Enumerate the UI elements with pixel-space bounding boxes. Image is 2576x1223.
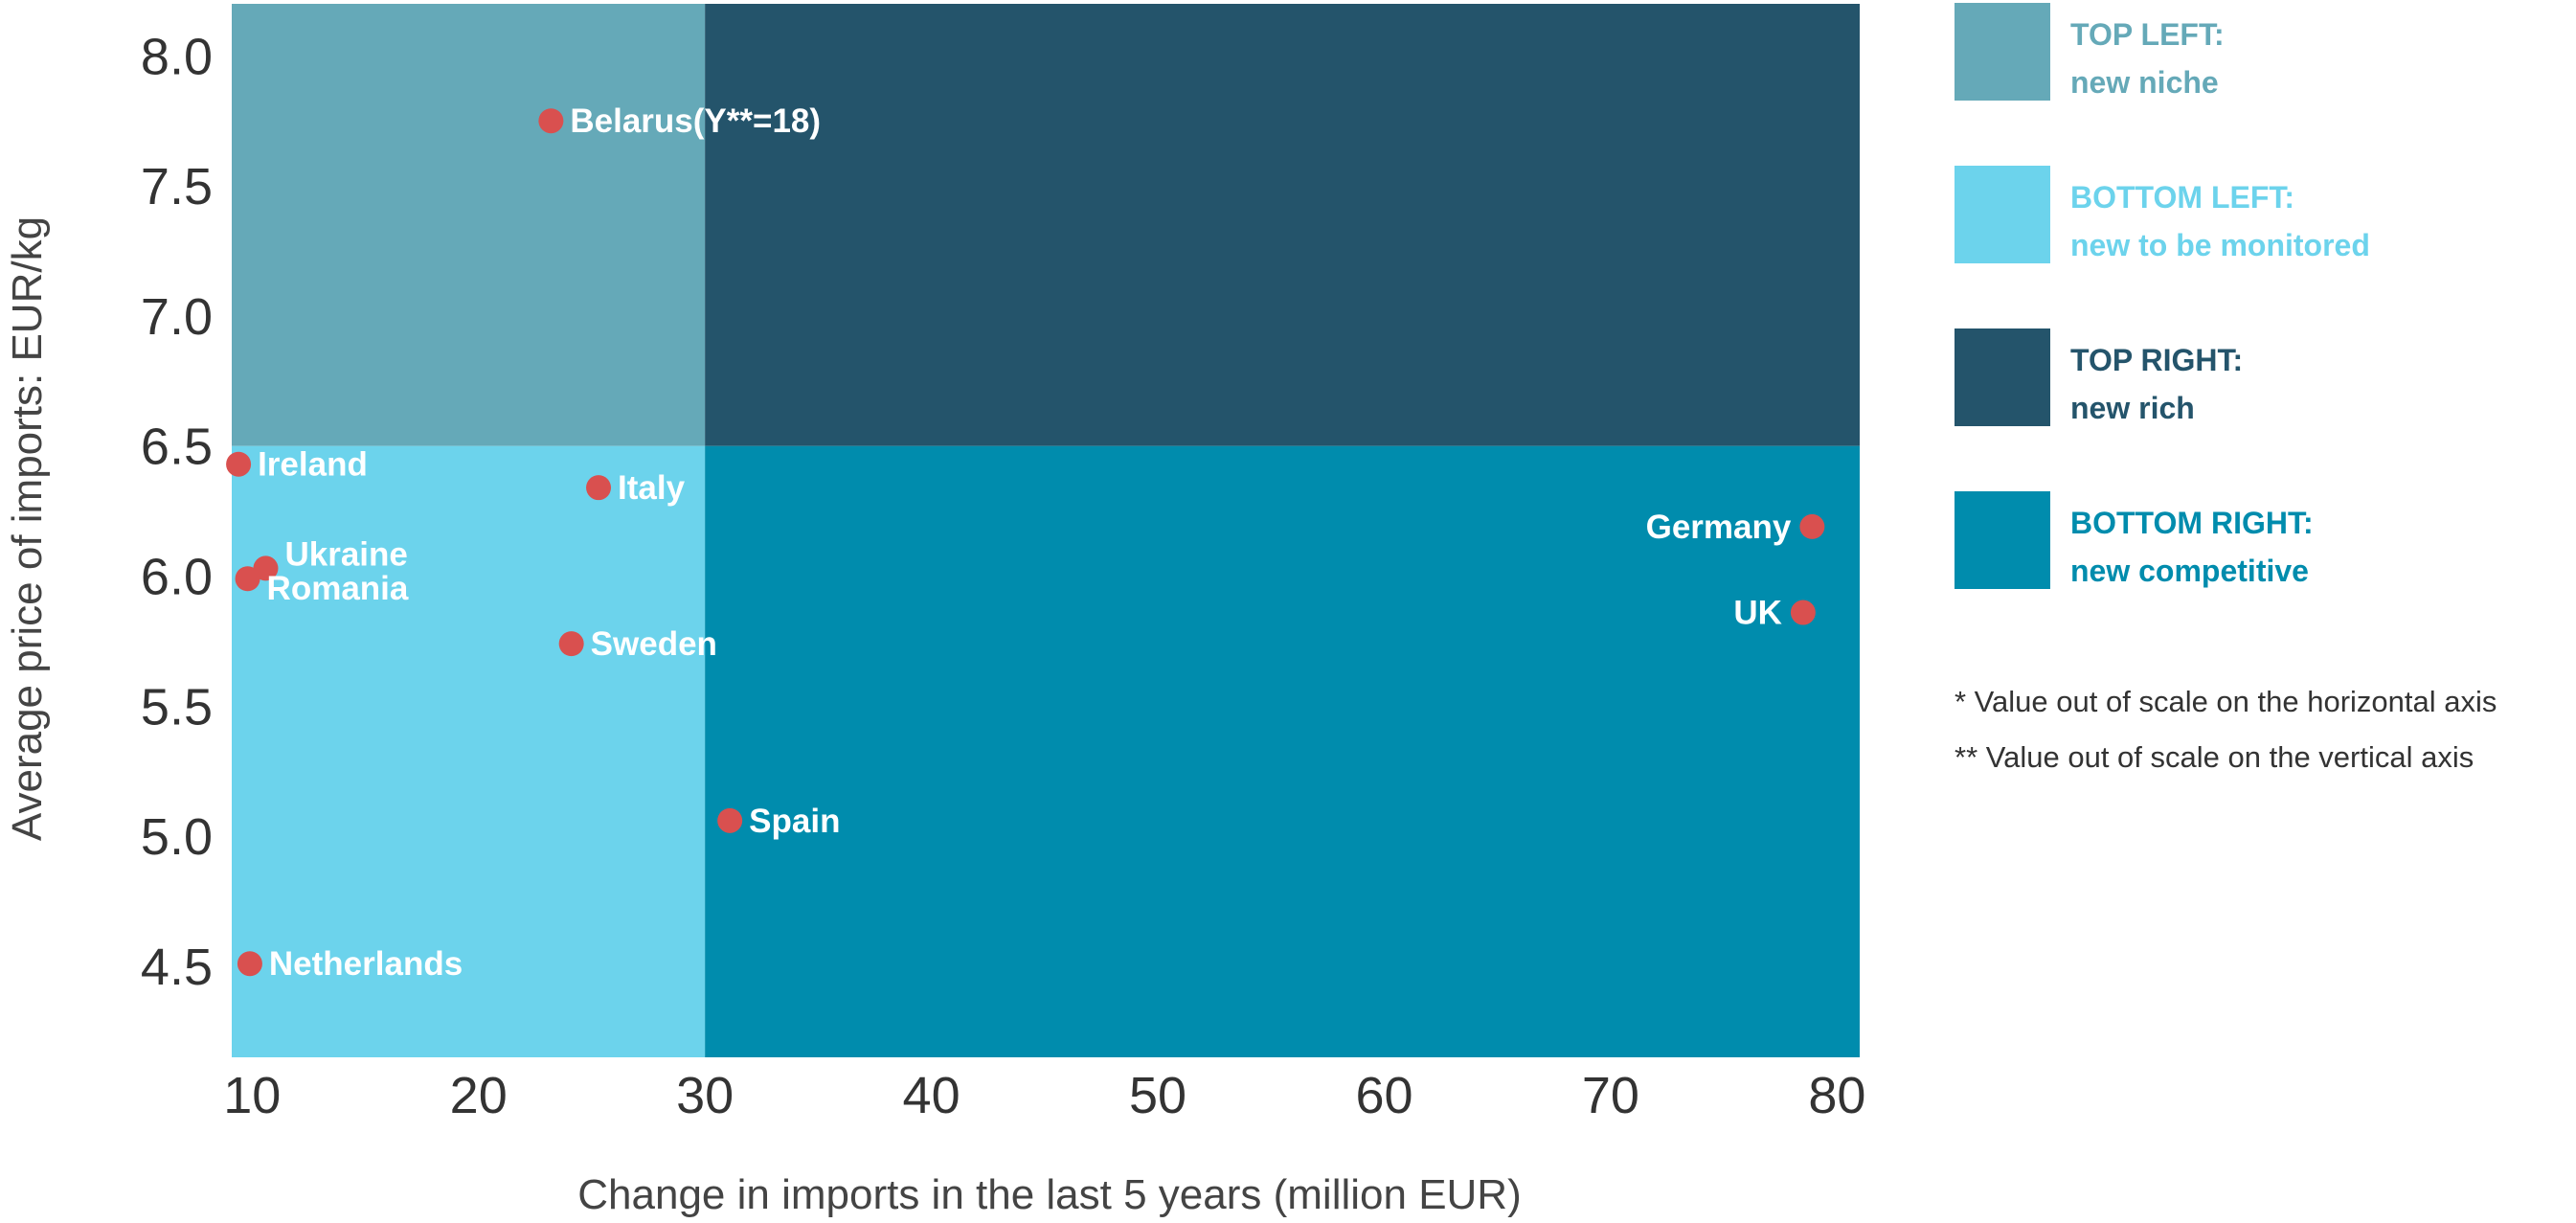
quadrant-bottom-right	[705, 445, 1860, 1057]
chart: 10 20 30 40 50 60 70 80 4.5 5.0 5.5 6.0 6.5 7.0 7.5 8.…	[4, 4, 1865, 1218]
x-tick-label: 60	[1355, 1067, 1412, 1124]
data-point: Ireland	[226, 446, 368, 484]
y-tick-label: 7.0	[141, 288, 213, 346]
x-tick-label: 40	[903, 1067, 960, 1124]
data-points: Belarus(Y**=18) Ireland Italy UkraineRomani…	[226, 102, 1825, 983]
point-label: Germany	[1646, 509, 1792, 546]
quadrant-top-left	[232, 4, 706, 446]
y-tick-label: 6.5	[141, 419, 213, 476]
legend-text-top-right: TOP RIGHT: new rich	[2070, 336, 2243, 432]
y-tick-label: 7.5	[141, 158, 213, 215]
y-axis-label: Average price of imports: EUR/kg	[4, 216, 51, 841]
legend-desc: new rich	[2070, 391, 2195, 425]
legend-swatch-bottom-left	[1955, 166, 2050, 263]
legend-desc: new competitive	[2070, 554, 2309, 588]
data-point: Sweden	[558, 625, 717, 663]
legend-desc: new to be monitored	[2070, 228, 2370, 262]
point-label: Spain	[749, 803, 840, 840]
legend-heading: BOTTOM RIGHT:	[2070, 506, 2314, 540]
legend-desc: new niche	[2070, 65, 2219, 100]
x-tick-label: 10	[223, 1067, 281, 1124]
legend-text-bottom-left: BOTTOM LEFT: new to be monitored	[2070, 173, 2370, 269]
y-tick-label: 5.0	[141, 808, 213, 866]
legend-text-bottom-right: BOTTOM RIGHT: new competitive	[2070, 499, 2314, 595]
legend-heading: TOP LEFT:	[2070, 17, 2225, 52]
x-axis-label: Change in imports in the last 5 years (m…	[577, 1171, 1522, 1218]
y-tick-label: 8.0	[141, 28, 213, 85]
quadrant-bottom-left	[232, 445, 706, 1057]
point-marker	[253, 555, 279, 581]
data-point: Belarus(Y**=18)	[538, 102, 821, 140]
legend-swatch-bottom-right	[1955, 491, 2050, 589]
point-marker	[235, 566, 260, 592]
point-label: Romania	[267, 570, 409, 607]
point-marker	[538, 108, 564, 134]
footnote-vertical: ** Value out of scale on the vertical ax…	[1955, 740, 2474, 774]
point-label: Italy	[618, 469, 686, 507]
x-tick-label: 30	[676, 1067, 734, 1124]
footnote-horizontal: * Value out of scale on the horizontal a…	[1955, 685, 2497, 718]
footnotes: * Value out of scale on the horizontal a…	[1955, 674, 2497, 785]
point-label: Belarus(Y**=18)	[570, 102, 821, 140]
data-point: Italy	[586, 469, 686, 507]
data-point: UK	[1733, 595, 1816, 632]
y-tick-label: 6.0	[141, 549, 213, 606]
point-marker	[226, 451, 252, 477]
x-tick-label: 20	[450, 1067, 508, 1124]
point-marker	[1790, 600, 1816, 625]
y-axis-ticks: 4.5 5.0 5.5 6.0 6.5 7.0 7.5 8.0	[141, 28, 213, 996]
point-marker	[237, 951, 262, 977]
legend-swatch-top-right	[1955, 328, 2050, 426]
point-label: Netherlands	[269, 945, 463, 983]
legend-heading: BOTTOM LEFT:	[2070, 180, 2295, 215]
point-label: UK	[1733, 595, 1782, 632]
point-marker	[586, 475, 612, 501]
data-point: Romania	[235, 566, 409, 607]
data-point: Netherlands	[237, 945, 463, 983]
x-axis-ticks: 10 20 30 40 50 60 70 80	[223, 1067, 1865, 1124]
legend-text-top-left: TOP LEFT: new niche	[2070, 11, 2225, 106]
point-marker	[558, 631, 584, 657]
point-marker	[717, 807, 743, 833]
point-label: Ireland	[258, 446, 368, 484]
legend-heading: TOP RIGHT:	[2070, 343, 2244, 377]
x-tick-label: 70	[1582, 1067, 1639, 1124]
point-label: Sweden	[591, 625, 717, 663]
x-tick-label: 80	[1808, 1067, 1865, 1124]
quadrants	[232, 4, 1860, 1057]
data-point: Spain	[717, 803, 840, 840]
y-tick-label: 5.5	[141, 678, 213, 736]
x-tick-label: 50	[1129, 1067, 1186, 1124]
legend-swatch-top-left	[1955, 3, 2050, 101]
data-point: Ukraine	[253, 535, 408, 581]
quadrant-top-right	[705, 4, 1860, 446]
point-label: Ukraine	[284, 535, 407, 573]
point-marker	[1799, 513, 1825, 539]
y-tick-label: 4.5	[141, 939, 213, 996]
data-point: Germany	[1646, 509, 1825, 546]
